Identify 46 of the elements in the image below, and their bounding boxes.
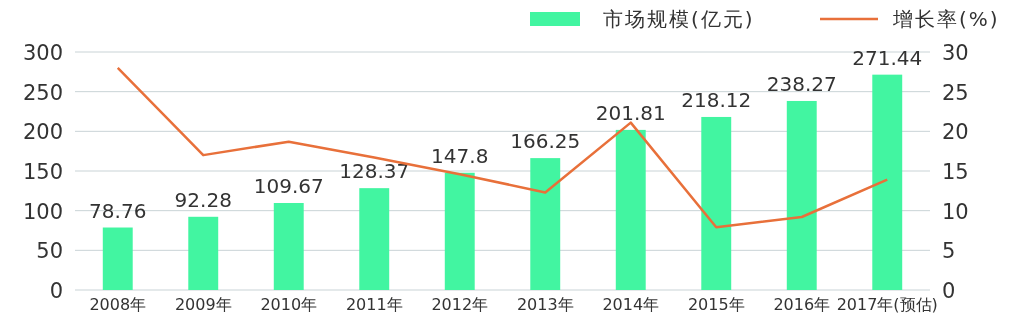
y-tick-label: 150	[22, 160, 63, 184]
data-label: 128.37	[339, 159, 410, 184]
y-tick-label: 200	[22, 120, 63, 145]
data-label: 92.28	[174, 187, 232, 212]
data-label: 109.67	[253, 174, 324, 198]
x-tick-label: 2017年(预估)	[836, 295, 938, 314]
x-tick-label: 2010年	[260, 295, 318, 314]
y2-tick-label: 25	[942, 80, 969, 105]
bar	[786, 100, 817, 290]
x-tick-label: 2009年	[174, 295, 232, 314]
bar	[615, 129, 646, 290]
bar	[359, 188, 390, 290]
y-tick-label: 0	[49, 279, 63, 303]
bar	[102, 227, 133, 290]
bar	[872, 74, 903, 290]
x-tick-label: 2014年	[602, 295, 660, 314]
y2-tick-label: 0	[942, 279, 956, 303]
data-label: 147.8	[431, 143, 489, 168]
legend-label: 增长率(%)	[892, 7, 1000, 31]
bar	[444, 172, 475, 290]
y-tick-label: 250	[22, 80, 63, 105]
y2-tick-label: 20	[942, 120, 969, 145]
data-label: 78.76	[89, 198, 147, 223]
y-tick-label: 100	[22, 199, 63, 224]
x-tick-label: 2011年	[345, 295, 403, 314]
data-label: 218.12	[681, 87, 752, 112]
y2-tick-label: 10	[942, 199, 969, 224]
x-tick-label: 2013年	[516, 295, 574, 314]
x-tick-label: 2015年	[687, 295, 745, 314]
y2-tick-label: 15	[942, 160, 969, 184]
x-tick-label: 2016年	[773, 295, 831, 314]
bar	[188, 216, 219, 290]
data-label: 166.25	[510, 129, 581, 154]
legend-label: 市场规模(亿元)	[603, 7, 755, 31]
x-tick-label: 2008年	[89, 295, 147, 314]
bar	[530, 158, 561, 290]
bar	[273, 203, 304, 290]
y-tick-label: 50	[36, 239, 63, 264]
y2-tick-label: 5	[942, 239, 956, 264]
x-tick-label: 2012年	[431, 295, 489, 314]
bar	[701, 116, 732, 290]
y2-tick-label: 30	[942, 41, 969, 65]
data-label: 271.44	[852, 45, 923, 70]
data-label: 201.81	[595, 100, 666, 125]
y-tick-label: 300	[22, 41, 63, 65]
data-label: 238.27	[766, 71, 837, 96]
